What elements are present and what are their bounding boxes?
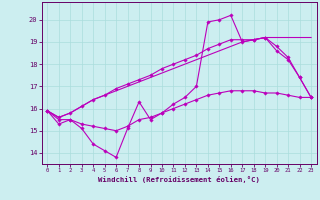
X-axis label: Windchill (Refroidissement éolien,°C): Windchill (Refroidissement éolien,°C) bbox=[98, 176, 260, 183]
